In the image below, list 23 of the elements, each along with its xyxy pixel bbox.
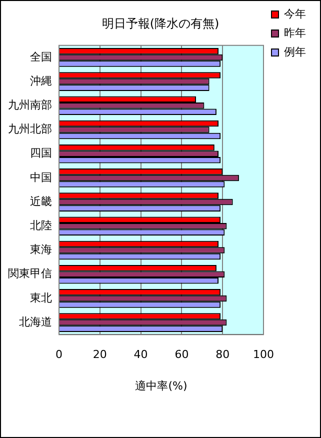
chart-title: 明日予報(降水の有無)	[102, 16, 220, 30]
y-tick-label: 中国	[30, 170, 52, 184]
y-tick-label: 北海道	[19, 315, 52, 328]
y-tick-label: 沖縄	[30, 74, 52, 88]
y-tick-label: 東北	[30, 291, 52, 304]
x-tick-label: 60	[174, 348, 189, 362]
y-tick-label: 九州北部	[8, 122, 52, 136]
y-tick-label: 関東甲信	[8, 267, 52, 280]
legend-label: 今年	[284, 7, 306, 20]
x-tick-label: 20	[92, 348, 107, 362]
y-tick-label: 九州南部	[8, 98, 52, 112]
y-tick-label: 四国	[30, 146, 52, 160]
y-tick-label: 東海	[30, 243, 52, 256]
y-tick-label: 全国	[30, 50, 52, 64]
x-tick-label: 0	[56, 348, 62, 362]
x-tick-label: 80	[216, 348, 230, 362]
x-axis-title: 適中率(%)	[135, 379, 188, 392]
x-tick-label: 40	[134, 348, 148, 362]
legend-label: 例年	[284, 45, 306, 58]
x-tick-label: 100	[253, 348, 274, 362]
y-tick-label: 近畿	[30, 194, 52, 208]
y-tick-label: 北陸	[30, 219, 52, 232]
legend-label: 昨年	[284, 26, 306, 40]
